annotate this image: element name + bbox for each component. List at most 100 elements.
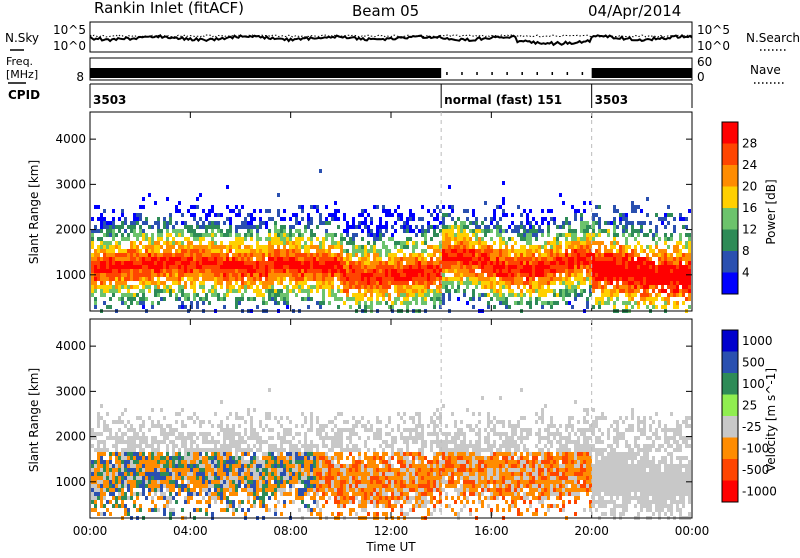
heatmap-cell xyxy=(223,432,226,436)
heatmap-cell xyxy=(160,440,163,444)
heatmap-cell xyxy=(592,221,595,225)
heatmap-cell xyxy=(319,508,322,512)
heatmap-cell xyxy=(142,233,145,237)
heatmap-cell xyxy=(289,277,292,281)
heatmap-cell xyxy=(151,484,154,488)
heatmap-cell xyxy=(229,209,232,213)
heatmap-cell xyxy=(292,289,295,293)
heatmap-cell xyxy=(331,277,334,281)
heatmap-cell xyxy=(421,205,424,209)
heatmap-cell xyxy=(451,281,454,285)
heatmap-cell xyxy=(274,241,277,245)
heatmap-cell xyxy=(352,221,355,225)
heatmap-cell xyxy=(109,464,112,468)
heatmap-cell xyxy=(292,460,295,464)
heatmap-cell xyxy=(550,273,553,277)
heatmap-cell xyxy=(301,444,304,448)
heatmap-cell xyxy=(301,261,304,265)
heatmap-cell xyxy=(553,241,556,245)
heatmap-cell xyxy=(310,440,313,444)
heatmap-cell xyxy=(199,265,202,269)
heatmap-cell xyxy=(241,293,244,297)
heatmap-cell xyxy=(337,277,340,281)
heatmap-cell xyxy=(133,285,136,289)
heatmap-cell xyxy=(238,209,241,213)
heatmap-cell xyxy=(559,233,562,237)
heatmap-cell xyxy=(469,229,472,233)
heatmap-cell xyxy=(496,265,499,269)
heatmap-cell xyxy=(412,253,415,257)
heatmap-cell xyxy=(385,281,388,285)
heatmap-cell xyxy=(643,281,646,285)
heatmap-cell xyxy=(301,424,304,428)
heatmap-cell xyxy=(484,241,487,245)
colorbar-swatch xyxy=(722,165,738,187)
heatmap-cell xyxy=(199,484,202,488)
heatmap-cell xyxy=(427,289,430,293)
heatmap-cell xyxy=(514,281,517,285)
heatmap-cell xyxy=(178,472,181,476)
heatmap-cell xyxy=(229,225,232,229)
heatmap-cell xyxy=(139,464,142,468)
heatmap-cell xyxy=(289,273,292,277)
heatmap-cell xyxy=(295,269,298,273)
heatmap-cell xyxy=(121,301,124,305)
heatmap-cell xyxy=(628,221,631,225)
heatmap-cell xyxy=(226,456,229,460)
heatmap-cell xyxy=(217,488,220,492)
heatmap-cell xyxy=(475,253,478,257)
heatmap-cell xyxy=(112,420,115,424)
heatmap-cell xyxy=(580,293,583,297)
heatmap-cell xyxy=(136,444,139,448)
heatmap-cell xyxy=(250,285,253,289)
heatmap-cell xyxy=(391,277,394,281)
heatmap-cell xyxy=(169,492,172,496)
heatmap-cell xyxy=(637,289,640,293)
heatmap-cell xyxy=(640,221,643,225)
heatmap-cell xyxy=(103,476,106,480)
heatmap-cell xyxy=(655,233,658,237)
heatmap-cell xyxy=(199,297,202,301)
heatmap-cell xyxy=(175,472,178,476)
heatmap-cell xyxy=(334,492,337,496)
heatmap-cell xyxy=(424,297,427,301)
heatmap-cell xyxy=(163,221,166,225)
heatmap-cell xyxy=(625,293,628,297)
heatmap-cell xyxy=(382,209,385,213)
heatmap-cell xyxy=(646,261,649,265)
heatmap-cell xyxy=(373,205,376,209)
heatmap-cell xyxy=(337,261,340,265)
heatmap-cell xyxy=(91,496,94,500)
heatmap-cell xyxy=(463,289,466,293)
heatmap-cell xyxy=(205,217,208,221)
heatmap-cell xyxy=(283,261,286,265)
heatmap-cell xyxy=(115,277,118,281)
heatmap-cell xyxy=(556,265,559,269)
heatmap-cell xyxy=(121,488,124,492)
heatmap-cell xyxy=(250,213,253,217)
heatmap-cell xyxy=(256,225,259,229)
heatmap-cell xyxy=(247,480,250,484)
heatmap-cell xyxy=(241,500,244,504)
heatmap-cell xyxy=(571,265,574,269)
heatmap-cell xyxy=(472,293,475,297)
heatmap-cell xyxy=(664,213,667,217)
heatmap-cell xyxy=(538,285,541,289)
heatmap-cell xyxy=(343,237,346,241)
heatmap-cell xyxy=(193,261,196,265)
nave-dot xyxy=(506,72,508,75)
heatmap-cell xyxy=(472,273,475,277)
heatmap-cell xyxy=(91,233,94,237)
heatmap-cell xyxy=(586,273,589,277)
heatmap-cell xyxy=(367,233,370,237)
heatmap-cell xyxy=(496,221,499,225)
heatmap-cell xyxy=(277,277,280,281)
heatmap-cell xyxy=(295,444,298,448)
heatmap-cell xyxy=(256,257,259,261)
heatmap-cell xyxy=(376,277,379,281)
heatmap-cell xyxy=(349,285,352,289)
heatmap-cell xyxy=(571,281,574,285)
heatmap-cell xyxy=(280,460,283,464)
heatmap-cell xyxy=(160,476,163,480)
heatmap-cell xyxy=(205,293,208,297)
